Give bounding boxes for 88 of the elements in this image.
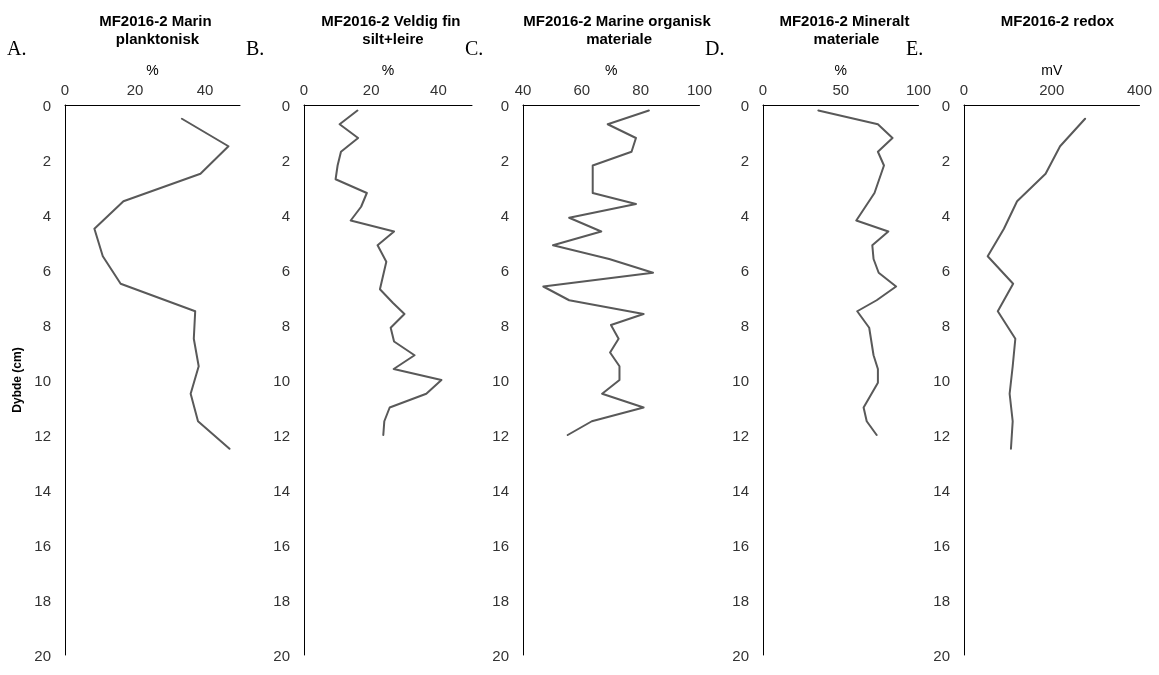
y-tick-label: 6: [42, 261, 51, 279]
y-tick-label: 2: [42, 151, 51, 169]
line-series: [93, 117, 231, 450]
y-tick-label: 4: [500, 206, 509, 224]
x-axis-title: %: [146, 62, 159, 79]
y-tick-label: 2: [941, 151, 950, 169]
y-tick-label: 8: [281, 316, 290, 334]
x-tick-label: 100: [905, 81, 931, 98]
y-tick-label: 14: [34, 481, 51, 499]
x-tick-label: 60: [573, 81, 591, 98]
y-tick-label: 12: [273, 426, 290, 444]
y-tick-label: 4: [42, 206, 51, 224]
y-tick-label: 6: [281, 261, 290, 279]
x-tick-label: 20: [126, 81, 144, 98]
y-tick-label: 2: [500, 151, 509, 169]
y-tick-label: 0: [281, 96, 290, 114]
y-tick-label: 8: [740, 316, 749, 334]
y-tick-label: 2: [740, 151, 749, 169]
y-tick-label: 0: [740, 96, 749, 114]
y-tick-label: 18: [273, 591, 290, 609]
y-tick-label: 20: [273, 646, 290, 664]
text: B.: [246, 37, 265, 59]
y-tick-label: 16: [933, 536, 950, 554]
y-tick-label: 16: [34, 536, 51, 554]
y-tick-label: 12: [732, 426, 749, 444]
text: A.: [7, 37, 27, 59]
y-tick-label: 18: [933, 591, 950, 609]
y-tick-label: 4: [941, 206, 950, 224]
x-tick-label: 50: [832, 81, 850, 98]
y-tick-label: 2: [281, 151, 290, 169]
y-tick-label: 4: [740, 206, 749, 224]
x-tick-label: 20: [362, 81, 380, 98]
x-axis-title: %: [381, 62, 395, 79]
y-tick-label: 18: [492, 591, 509, 609]
y-tick-label: 12: [34, 426, 51, 444]
y-tick-label: 0: [42, 96, 51, 114]
y-tick-label: 20: [933, 646, 950, 664]
y-tick-label: 8: [500, 316, 509, 334]
y-tick-label: 8: [42, 316, 51, 334]
y-tick-label: 16: [732, 536, 749, 554]
y-tick-label: 14: [732, 481, 749, 499]
y-tick-label: 0: [500, 96, 509, 114]
y-tick-label: 12: [933, 426, 950, 444]
y-tick-label: 20: [34, 646, 51, 664]
y-tick-label: 12: [492, 426, 509, 444]
x-tick-label: 200: [1039, 81, 1065, 98]
y-tick-label: 14: [492, 481, 509, 499]
x-tick-label: 0: [299, 81, 309, 98]
y-tick-label: 0: [941, 96, 950, 114]
y-tick-label: 16: [492, 536, 509, 554]
x-tick-label: 40: [514, 81, 532, 98]
y-tick-label: 14: [273, 481, 290, 499]
x-axis-title: mV: [1041, 62, 1063, 79]
y-tick-label: 16: [273, 536, 290, 554]
x-tick-label: 80: [632, 81, 649, 98]
chart-title: MF2016-2 Veldig fin silt+leire: [321, 11, 465, 47]
text: C.: [465, 37, 484, 59]
y-tick-label: 10: [34, 371, 51, 389]
y-tick-label: 4: [281, 206, 290, 224]
y-tick-label: 18: [732, 591, 749, 609]
y-tick-label: 6: [941, 261, 950, 279]
y-tick-label: 10: [933, 371, 950, 389]
y-tick-label: 10: [732, 371, 749, 389]
line-series: [817, 109, 898, 436]
x-tick-label: 0: [758, 81, 768, 98]
y-tick-label: 14: [933, 481, 950, 499]
y-tick-label: 10: [492, 371, 509, 389]
line-series: [542, 109, 655, 436]
line-series: [986, 117, 1087, 450]
y-tick-label: 6: [500, 261, 509, 279]
chart-title: MF2016-2 Marin planktonisk: [99, 11, 216, 47]
x-tick-label: 400: [1126, 81, 1152, 98]
x-tick-label: 0: [959, 81, 969, 98]
y-tick-label: 18: [34, 591, 51, 609]
x-tick-label: 40: [196, 81, 214, 98]
x-tick-label: 40: [430, 81, 447, 98]
x-tick-label: 0: [60, 81, 70, 98]
y-tick-label: 20: [732, 646, 749, 664]
y-tick-label: 8: [941, 316, 950, 334]
x-axis-title: %: [834, 62, 847, 79]
line-series: [334, 109, 443, 436]
x-tick-label: 100: [686, 81, 712, 98]
y-axis-title: Dybde (cm): [10, 347, 25, 413]
x-axis-title: %: [605, 62, 618, 79]
y-tick-label: 20: [492, 646, 509, 664]
y-tick-label: 6: [740, 261, 749, 279]
y-tick-label: 10: [273, 371, 290, 389]
chart-title: MF2016-2 redox: [1000, 11, 1115, 29]
